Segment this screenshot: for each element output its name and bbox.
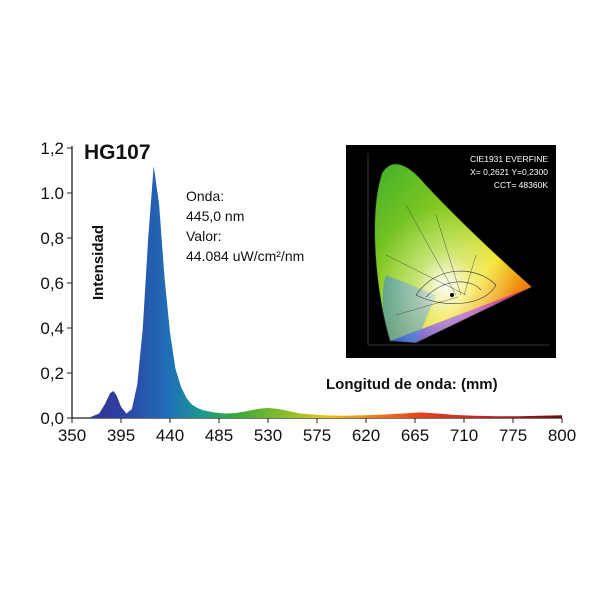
y-tick-label: 0,2 — [40, 364, 64, 383]
x-tick-label: 710 — [450, 426, 478, 445]
y-axis-label: Intensidad — [90, 224, 107, 300]
x-tick-label: 485 — [205, 426, 233, 445]
y-tick-labels: 0,0 0,2 0,4 0,6 0,8 1.0 1,2 — [40, 139, 72, 428]
valor-value: 44.084 uW/cm²/nm — [186, 248, 305, 264]
onda-value: 445,0 nm — [186, 208, 245, 224]
cie-cct: CCT= 48360K — [493, 180, 548, 190]
x-tick-label: 530 — [254, 426, 282, 445]
cie-title: CIE1931 EVERFINE — [470, 154, 548, 164]
valor-label: Valor: — [186, 228, 222, 244]
x-tick-labels: 350 395 440 485 530 575 620 665 710 775 800 — [58, 418, 576, 445]
x-tick-label: 775 — [499, 426, 527, 445]
x-tick-label: 575 — [303, 426, 331, 445]
y-tick-label: 1.0 — [40, 184, 64, 203]
x-tick-label: 665 — [401, 426, 429, 445]
x-tick-label: 440 — [156, 426, 184, 445]
x-tick-label: 620 — [352, 426, 380, 445]
x-tick-label: 800 — [548, 426, 576, 445]
y-tick-label: 0,4 — [40, 319, 64, 338]
y-tick-label: 0,0 — [40, 409, 64, 428]
onda-label: Onda: — [186, 188, 225, 204]
peak-info: Onda: 445,0 nm Valor: 44.084 uW/cm²/nm — [186, 186, 304, 266]
cie1931-diagram-inset: CIE1931 EVERFINE X= 0,2621 Y=0,2300 CCT=… — [346, 145, 556, 358]
y-tick-label: 0,8 — [40, 229, 64, 248]
x-tick-label: 350 — [58, 426, 86, 445]
cie-chromaticity-graphic — [367, 153, 550, 346]
chart-title: HG107 — [84, 141, 151, 164]
y-tick-label: 1,2 — [40, 139, 64, 158]
x-tick-label: 395 — [107, 426, 135, 445]
y-tick-label: 0,6 — [40, 274, 64, 293]
x-axis-label: Longitud de onda: (mm) — [326, 376, 498, 393]
cie-xy-values: X= 0,2621 Y=0,2300 — [470, 167, 548, 177]
